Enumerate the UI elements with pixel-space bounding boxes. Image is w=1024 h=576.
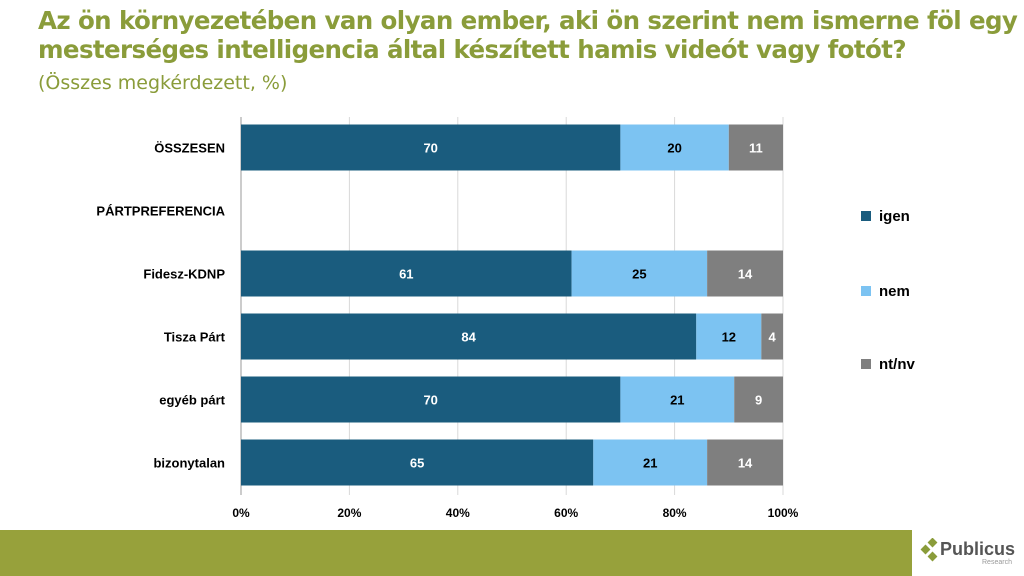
bar-igen [241, 313, 697, 360]
bar-nem [620, 376, 735, 423]
x-tick-label: 20% [337, 506, 361, 520]
logo-sub: Research [982, 559, 1012, 566]
bar-nem [593, 439, 708, 486]
data-label: 21 [643, 456, 657, 471]
bar-nem [571, 250, 708, 297]
x-tick-label: 60% [554, 506, 578, 520]
chart-title: Az ön környezetében van olyan ember, aki… [38, 6, 1018, 64]
category-label: ÖSSZESEN [154, 141, 225, 156]
x-tick-label: 100% [768, 506, 799, 520]
footer-band [0, 530, 912, 576]
data-label: 4 [769, 330, 777, 345]
legend-label: nt/nv [879, 356, 915, 373]
bar-igen [241, 376, 621, 423]
stacked-bar-chart: 0% 20% 40% 60% 80% 100% ÖSSZESEN 70 20 11 PÁRTPREF… [96, 117, 915, 520]
x-tick-label: 80% [663, 506, 687, 520]
data-label: 9 [755, 393, 762, 408]
bar-nt-nv [707, 439, 783, 486]
data-label: 25 [632, 267, 646, 282]
bar-igen [241, 439, 594, 486]
data-label: 14 [738, 267, 753, 282]
legend-label: igen [879, 208, 910, 225]
logo-diamonds-icon [920, 538, 938, 562]
legend-swatch [861, 211, 871, 221]
category-label: Fidesz-KDNP [143, 267, 225, 282]
data-label: 20 [667, 141, 681, 156]
legend-swatch [861, 359, 871, 369]
bar-nt-nv [734, 376, 783, 423]
bar-igen [241, 250, 572, 297]
data-label: 65 [410, 456, 424, 471]
bar-nem [620, 124, 729, 171]
x-tick-label: 0% [232, 506, 250, 520]
category-label: Tisza Párt [164, 330, 226, 345]
data-label: 14 [738, 456, 753, 471]
x-tick-label: 40% [446, 506, 470, 520]
data-label: 70 [423, 393, 437, 408]
legend-swatch [861, 286, 871, 296]
data-label: 70 [423, 141, 437, 156]
category-label: egyéb párt [159, 393, 225, 408]
chart-subtitle: (Összes megkérdezett, %) [38, 72, 288, 94]
logo-name: Publicus [940, 539, 1016, 559]
publicus-logo: Publicus Research [918, 536, 1024, 572]
bar-igen [241, 124, 621, 171]
data-label: 21 [670, 393, 684, 408]
category-label: bizonytalan [153, 456, 225, 471]
bar-nt-nv [728, 124, 783, 171]
category-label: PÁRTPREFERENCIA [96, 204, 225, 219]
legend-label: nem [879, 283, 910, 300]
data-label: 11 [749, 141, 763, 156]
bar-nt-nv [761, 313, 783, 360]
bar-nt-nv [707, 250, 783, 297]
data-label: 12 [722, 330, 736, 345]
data-label: 84 [461, 330, 476, 345]
bar-nem [696, 313, 762, 360]
data-label: 61 [399, 267, 413, 282]
